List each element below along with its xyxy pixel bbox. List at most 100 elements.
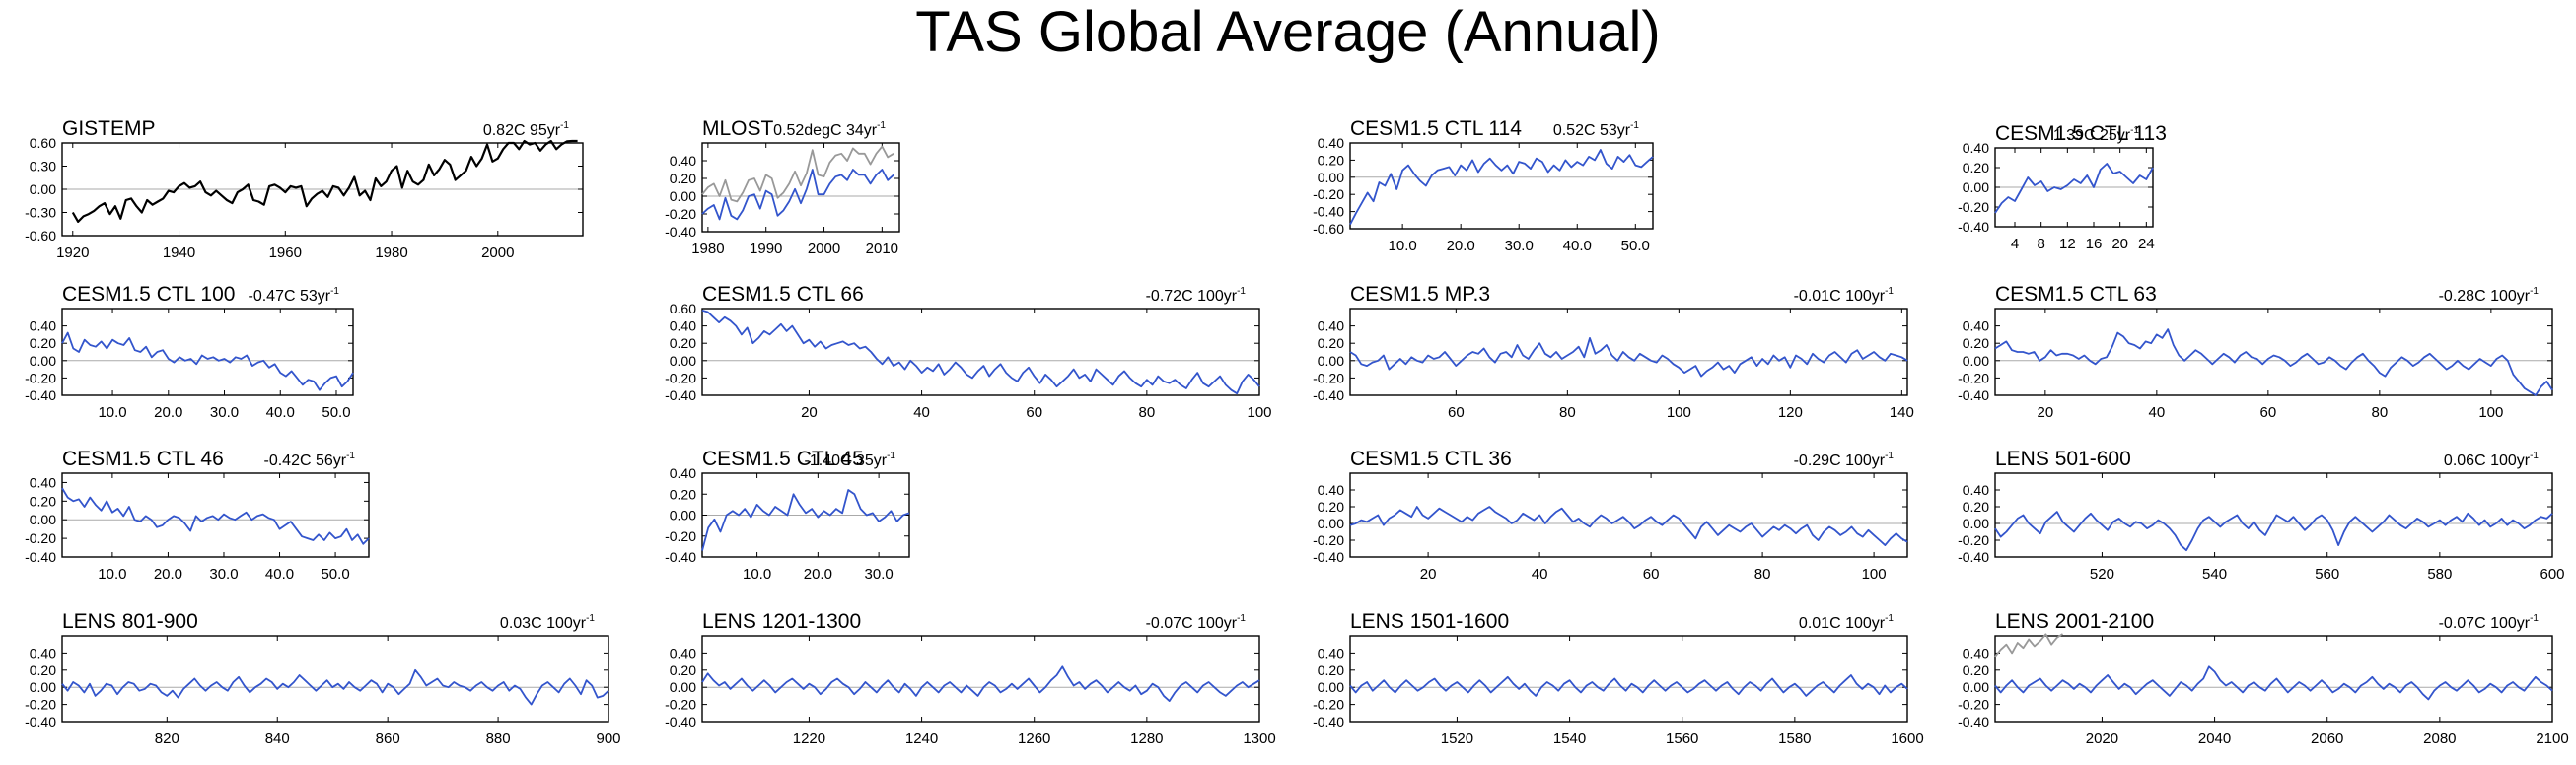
series-line bbox=[71, 139, 578, 223]
trend-label: 0.52degC 34yr-1 bbox=[773, 120, 886, 139]
y-tick-label: 0.20 bbox=[670, 171, 696, 186]
y-tick-label: -0.60 bbox=[25, 228, 56, 243]
y-tick-label: 0.40 bbox=[30, 318, 56, 334]
panel-title: CESM1.5 CTL 66 bbox=[702, 283, 864, 306]
trend-exponent: -1 bbox=[1885, 451, 1894, 461]
x-tick-label: 1280 bbox=[1130, 730, 1163, 747]
x-tick-label: 100 bbox=[1667, 404, 1691, 421]
trend-label: 0.06C 100yr-1 bbox=[2444, 451, 2540, 469]
y-tick-label: -0.30 bbox=[25, 205, 56, 221]
x-tick-label: 10.0 bbox=[98, 404, 126, 421]
y-tick-label: 0.20 bbox=[1963, 662, 1989, 678]
chart-panel: LENS 501-600 0.06C 100yr-10.400.200.00-0.… bbox=[1958, 448, 2564, 583]
x-tick-label: 60 bbox=[1448, 404, 1465, 421]
panel-title: LENS 501-600 bbox=[1995, 448, 2131, 470]
y-tick-label: 0.20 bbox=[670, 662, 696, 678]
series-line bbox=[1349, 149, 1654, 226]
x-tick-label: 1300 bbox=[1243, 730, 1275, 747]
panel-title: CESM1.5 CTL 45 bbox=[702, 448, 864, 470]
y-tick-label: -0.20 bbox=[1958, 697, 1989, 713]
trend-value: -0.07C 100yr bbox=[2439, 615, 2531, 632]
y-tick-label: 0.00 bbox=[670, 508, 696, 523]
series-line bbox=[1994, 633, 2063, 658]
chart-panel: CESM1.5 CTL 45-1.40C 35yr-1 0.40 0.20 0.00 -… bbox=[665, 448, 910, 583]
x-tick-label: 900 bbox=[596, 730, 620, 747]
x-tick-label: 840 bbox=[265, 730, 290, 747]
series-line bbox=[1349, 674, 1908, 697]
x-tick-label: 20.0 bbox=[804, 566, 832, 583]
series-line bbox=[61, 487, 370, 545]
x-tick-label: 820 bbox=[155, 730, 179, 747]
y-tick-label: -0.40 bbox=[25, 549, 56, 565]
x-tick-label: 1560 bbox=[1666, 730, 1698, 747]
y-tick-label: -0.20 bbox=[1958, 532, 1989, 548]
y-tick-label: 0.40 bbox=[30, 645, 56, 661]
y-tick-label: 0.00 bbox=[1963, 179, 1989, 195]
x-tick-label: 30.0 bbox=[865, 566, 894, 583]
y-tick-label: 0.20 bbox=[1318, 152, 1344, 168]
x-tick-label: 140 bbox=[1890, 404, 1914, 421]
y-tick-label: 0.20 bbox=[1318, 499, 1344, 515]
plot-frame bbox=[701, 142, 900, 233]
series-line bbox=[701, 169, 894, 221]
y-tick-label: -0.20 bbox=[25, 697, 56, 713]
x-tick-label: 1540 bbox=[1553, 730, 1586, 747]
x-tick-label: 1220 bbox=[793, 730, 825, 747]
panel-title: CESM1.5 CTL 100 bbox=[62, 283, 235, 306]
y-tick-label: 0.20 bbox=[30, 335, 56, 351]
series-line bbox=[61, 331, 354, 391]
y-tick-label: 0.20 bbox=[1318, 335, 1344, 351]
plot-frame bbox=[61, 472, 370, 558]
x-tick-label: 100 bbox=[1247, 404, 1271, 421]
y-tick-label: -0.20 bbox=[25, 530, 56, 546]
y-tick-label: 0.00 bbox=[30, 679, 56, 695]
y-tick-label: -0.20 bbox=[1313, 370, 1344, 385]
x-tick-label: 50.0 bbox=[322, 404, 350, 421]
x-tick-label: 40 bbox=[2149, 404, 2166, 421]
y-tick-label: 0.40 bbox=[1963, 140, 1989, 156]
y-tick-label: -0.40 bbox=[665, 224, 696, 240]
y-tick-label: -0.20 bbox=[665, 528, 696, 544]
y-tick-label: 0.40 bbox=[1318, 135, 1344, 151]
x-tick-label: 2100 bbox=[2536, 730, 2568, 747]
plot-frame bbox=[1349, 142, 1654, 230]
y-tick-label: 0.40 bbox=[670, 153, 696, 169]
panel-title: CESM1.5 MP.3 bbox=[1350, 283, 1490, 306]
x-tick-label: 40.0 bbox=[266, 404, 295, 421]
y-tick-label: 0.00 bbox=[30, 512, 56, 527]
y-tick-label: 0.20 bbox=[1963, 160, 1989, 175]
chart-panel: CESM1.5 CTL 100 -0.47C 53yr-1 0.400.20 0.00… bbox=[25, 283, 354, 421]
series-line bbox=[1994, 328, 2553, 396]
series-line bbox=[61, 668, 609, 706]
y-tick-label: 0.00 bbox=[670, 679, 696, 695]
series-line bbox=[1994, 163, 2154, 214]
y-tick-label: -0.40 bbox=[665, 387, 696, 403]
x-tick-label: 80 bbox=[1559, 404, 1576, 421]
x-tick-label: 1960 bbox=[269, 244, 302, 261]
y-tick-label: 0.40 bbox=[1963, 318, 1989, 334]
trend-exponent: -1 bbox=[1630, 120, 1639, 131]
plot-frame bbox=[701, 308, 1260, 396]
y-tick-label: -0.20 bbox=[665, 697, 696, 713]
trend-label: 0.82C 95yr-1 bbox=[483, 120, 570, 139]
trend-exponent: -1 bbox=[2530, 613, 2539, 624]
y-tick-label: 0.00 bbox=[30, 353, 56, 369]
chart-panel: CESM1.5 CTL 114 0.52C 53yr-10.400.200.00-… bbox=[1313, 117, 1654, 254]
x-tick-label: 40.0 bbox=[1563, 238, 1592, 254]
trend-exponent: -1 bbox=[2530, 451, 2539, 461]
x-tick-label: 80 bbox=[1139, 404, 1156, 421]
y-tick-label: -0.40 bbox=[1313, 549, 1344, 565]
x-tick-label: 600 bbox=[2540, 566, 2564, 583]
x-tick-label: 30.0 bbox=[1505, 238, 1534, 254]
trend-exponent: -1 bbox=[2130, 125, 2139, 136]
plot-frame bbox=[1994, 635, 2553, 723]
x-tick-label: 860 bbox=[376, 730, 400, 747]
y-tick-label: -0.20 bbox=[1958, 370, 1989, 385]
y-tick-label: -0.20 bbox=[25, 370, 56, 385]
x-tick-label: 20.0 bbox=[1447, 238, 1475, 254]
trend-label: 0.03C 100yr-1 bbox=[500, 613, 596, 632]
trend-label: -1.40C 35yr-1 bbox=[805, 451, 896, 469]
trend-value: -0.01C 100yr bbox=[1794, 288, 1886, 305]
y-tick-label: 0.40 bbox=[30, 474, 56, 490]
